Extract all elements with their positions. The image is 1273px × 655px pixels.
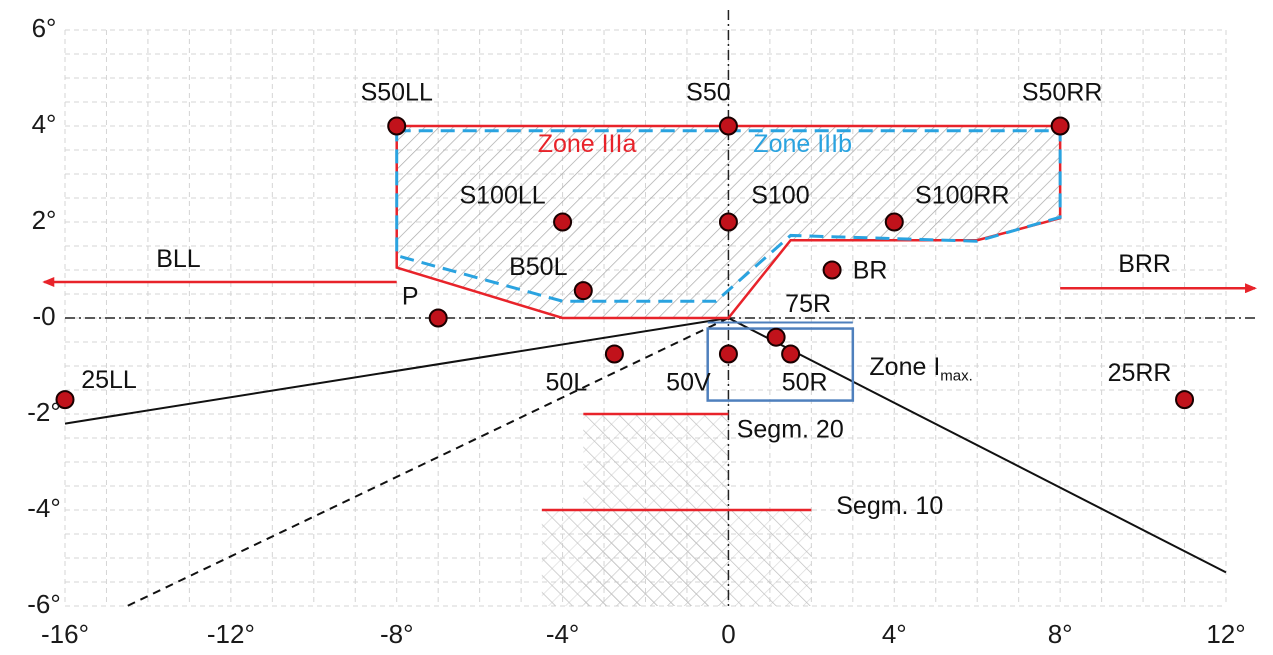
cutoff-line-solid <box>64 317 729 425</box>
point-label-25rr: 25RR <box>1108 359 1172 387</box>
x-tick-label: -8° <box>380 619 414 649</box>
y-tick-label: -0 <box>32 301 55 331</box>
zone-label-iiib: Zone IIIb <box>753 130 852 158</box>
y-tick-label: 2° <box>32 205 57 235</box>
point-s100 <box>718 212 738 232</box>
segments <box>541 412 812 512</box>
x-tick-label: 4° <box>882 619 907 649</box>
zone-label-imax: Zone Imax. <box>869 353 972 384</box>
point-50l <box>604 344 624 364</box>
point-label-75r: 75R <box>785 290 831 318</box>
point-br <box>822 260 842 280</box>
point-s50 <box>718 116 738 136</box>
point-25rr <box>1175 390 1195 410</box>
x-tick-label: -16° <box>41 619 89 649</box>
point-label-s100rr: S100RR <box>915 182 1010 210</box>
cutoff-line-solid <box>727 317 1227 574</box>
zone-label-iiia: Zone IIIa <box>538 130 637 158</box>
point-50r <box>781 344 801 364</box>
point-label-s100ll: S100LL <box>459 182 545 210</box>
point-label-p: P <box>402 283 419 311</box>
x-tick-label: -4° <box>546 619 580 649</box>
segment-hatch-area <box>541 510 812 606</box>
point-label-50v: 50V <box>666 369 711 397</box>
zone-label-imax-subscript: max. <box>940 367 973 384</box>
zone-outline-zone-i <box>706 327 855 402</box>
arrow-label-brr: BRR <box>1118 250 1171 278</box>
y-tick-label: -6° <box>27 589 61 619</box>
y-tick-label: 6° <box>32 13 57 43</box>
y-tick-label: -4° <box>27 493 61 523</box>
point-label-s50ll: S50LL <box>361 79 433 107</box>
y-tick-label: 4° <box>32 109 57 139</box>
point-label-25ll: 25LL <box>81 366 137 394</box>
x-tick-label: 12° <box>1206 619 1245 649</box>
point-label-b50l: B50L <box>509 253 567 281</box>
x-tick-label: -12° <box>207 619 255 649</box>
point-label-s50rr: S50RR <box>1022 79 1103 107</box>
point-s50ll <box>387 116 407 136</box>
point-label-s100: S100 <box>751 182 809 210</box>
point-b50l <box>573 281 593 301</box>
y-tick-label: -2° <box>27 397 61 427</box>
x-tick-label: 0 <box>721 619 735 649</box>
point-label-50r: 50R <box>782 369 828 397</box>
zone-outline-zone-iiib <box>395 129 1062 303</box>
point-50v <box>718 344 738 364</box>
point-25ll <box>55 390 75 410</box>
arrow-label-bll: BLL <box>156 245 201 273</box>
point-labels: Zone IIIa Zone IIIb Zone Imax. Segm. 20 Segm… <box>81 79 1171 521</box>
point-75r <box>766 327 786 347</box>
measurement-points <box>55 116 1195 410</box>
arrows <box>42 277 1258 294</box>
point-label-br: BR <box>853 257 888 285</box>
segment-label-segm-20: Segm. 20 <box>737 415 844 443</box>
point-label-50l: 50L <box>546 369 588 397</box>
cutoff-lines <box>64 317 1227 607</box>
zones <box>395 124 1062 402</box>
point-s50rr <box>1050 116 1070 136</box>
x-tick-label: 8° <box>1048 619 1073 649</box>
point-p <box>428 308 448 328</box>
point-label-s50: S50 <box>686 79 730 107</box>
tick-labels: -16° -12° -8° -4° 0 4° 8° 12° 6° 4° 2° -0 -2° -4° -6° <box>27 13 1245 649</box>
point-s100ll <box>553 212 573 232</box>
point-s100rr <box>884 212 904 232</box>
segment-label-segm-10: Segm. 10 <box>836 492 943 520</box>
